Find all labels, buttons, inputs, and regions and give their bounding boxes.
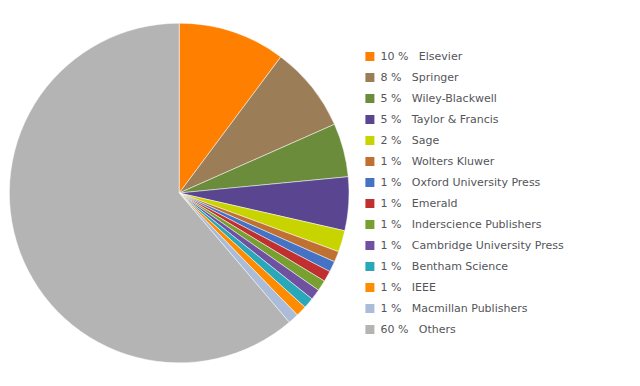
svg-text:1 % Macmillan Publishers: 1 % Macmillan Publishers	[380, 302, 527, 315]
svg-text:1 % Bentham Science: 1 % Bentham Science	[380, 260, 508, 273]
svg-text:8 % Springer: 8 % Springer	[380, 71, 459, 84]
svg-text:5 % Taylor & Francis: 5 % Taylor & Francis	[380, 113, 498, 126]
svg-text:5 % Wiley-Blackwell: 5 % Wiley-Blackwell	[380, 92, 496, 105]
svg-text:1 % Cambridge University Pre: 1 % Cambridge University Press	[380, 239, 564, 252]
svg-text:1 % IEEE: 1 % IEEE	[380, 281, 436, 294]
svg-text:1 % Inderscience Publishers: 1 % Inderscience Publishers	[380, 218, 541, 231]
svg-text:2 % Sage: 2 % Sage	[380, 134, 439, 147]
svg-text:1 % Wolters Kluwer: 1 % Wolters Kluwer	[380, 155, 494, 168]
svg-text:10 % Elsevier: 10 % Elsevier	[380, 50, 462, 63]
svg-text:60 % Others: 60 % Others	[380, 323, 456, 336]
svg-text:1 % Oxford University Press: 1 % Oxford University Press	[380, 176, 540, 189]
svg-text:1 % Emerald: 1 % Emerald	[380, 197, 457, 210]
